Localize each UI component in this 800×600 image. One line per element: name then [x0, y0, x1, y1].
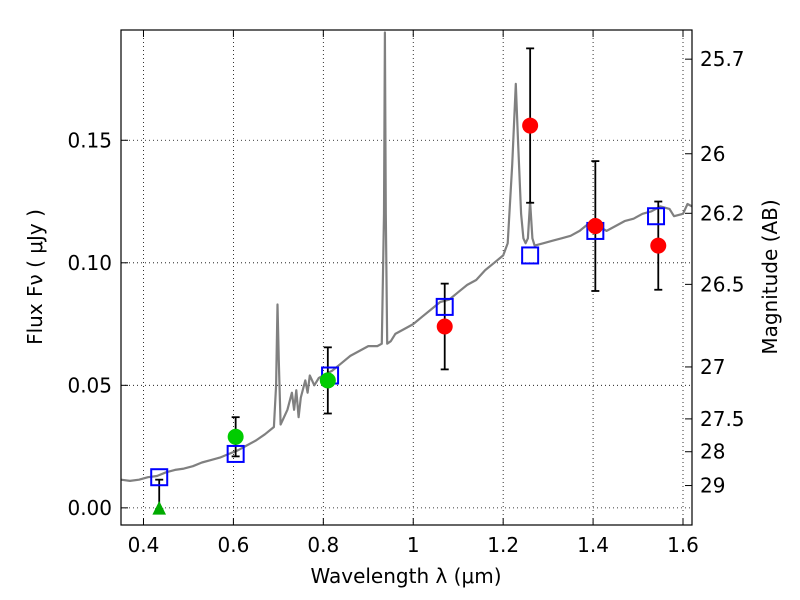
x-tick-label: 0.8 — [307, 533, 339, 557]
x-tick-label: 0.6 — [217, 533, 249, 557]
observed-point-red — [587, 218, 604, 235]
right-tick-label: 29 — [700, 474, 725, 498]
y-tick-label: 0.10 — [67, 251, 112, 275]
upper-limit-triangle — [152, 500, 167, 515]
right-tick-label: 27 — [700, 355, 725, 379]
y-tick-label: 0.15 — [67, 128, 112, 152]
x-tick-label: 1.6 — [667, 533, 699, 557]
y-tick-label: 0.05 — [67, 373, 112, 397]
grid-lines — [121, 30, 692, 525]
observed-point-red — [436, 318, 453, 335]
model-photometry-square — [226, 444, 245, 463]
x-tick-label: 0.4 — [128, 533, 160, 557]
model-photometry-square — [647, 207, 666, 226]
axis-ticks: 0.4 0.6 0.8 1 1.2 1.4 1.6 0.00 0.05 0.10 0.15 25.7 2… — [67, 30, 745, 557]
model-photometry-square — [521, 246, 540, 265]
x-tick-label: 1.2 — [487, 533, 519, 557]
observed-point-red — [650, 237, 667, 254]
y-axis-label-right: Magnitude (AB) — [758, 199, 782, 354]
x-tick-label: 1 — [407, 533, 420, 557]
observed-point-green — [227, 428, 244, 445]
model-photometry-square — [150, 468, 169, 487]
right-tick-label: 26.2 — [700, 201, 745, 225]
right-tick-label: 26.5 — [700, 272, 745, 296]
observed-point-red — [522, 117, 539, 134]
plot-content — [121, 31, 692, 515]
right-tick-label: 27.5 — [700, 407, 745, 431]
model-photometry-square — [435, 297, 454, 316]
y-tick-label: 0.00 — [67, 496, 112, 520]
right-tick-label: 26 — [700, 142, 725, 166]
observed-point-green — [319, 372, 336, 389]
right-tick-label: 28 — [700, 440, 725, 464]
plot-frame — [120, 29, 693, 526]
y-axis-label: Flux Fν ( μJy ) — [23, 209, 47, 345]
x-tick-label: 1.4 — [577, 533, 609, 557]
x-axis-label: Wavelength λ (μm) — [310, 564, 501, 588]
right-tick-label: 25.7 — [700, 47, 745, 71]
sed-model-line — [121, 31, 692, 482]
